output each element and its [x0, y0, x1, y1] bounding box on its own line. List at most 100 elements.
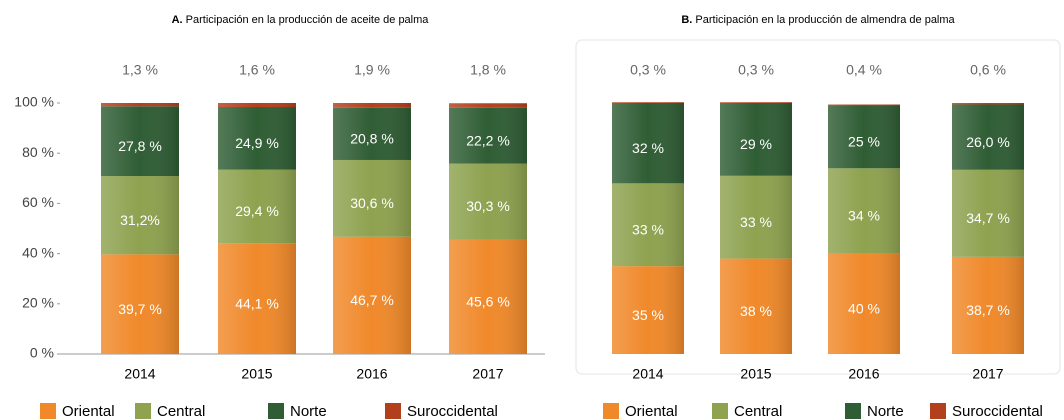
bar-shade [952, 104, 1024, 170]
bar-shade [612, 103, 684, 184]
bar-shade [828, 104, 900, 106]
title-text: Participación en la producción de aceite… [186, 14, 430, 26]
data-label: 46,7 % [350, 292, 394, 308]
bar-shade [720, 175, 792, 259]
x-tick-label: 2014 [632, 366, 663, 382]
data-label: 0,3 % [630, 62, 666, 78]
data-label: 1,3 % [122, 62, 158, 78]
data-label: 22,2 % [466, 132, 510, 148]
bar-shade [333, 107, 411, 160]
data-label: 33 % [632, 221, 664, 237]
data-label: 35 % [632, 307, 664, 323]
bar-shade [828, 168, 900, 254]
bar-shade [101, 103, 179, 107]
legend-swatch [135, 403, 151, 419]
bar-shade [218, 169, 296, 244]
data-label: 24,9 % [235, 135, 279, 151]
data-label: 20,8 % [350, 131, 394, 147]
bar-shade [952, 256, 1024, 354]
legend-swatch [930, 403, 946, 419]
legend-swatch [845, 403, 861, 419]
x-tick-label: 2016 [848, 366, 879, 382]
x-tick-label: 2016 [356, 366, 387, 382]
bar-shade [449, 163, 527, 240]
data-label: 45,6 % [466, 293, 510, 309]
x-tick-label: 2017 [472, 366, 503, 382]
data-label: 25 % [848, 134, 880, 150]
data-label: 29 % [740, 136, 772, 152]
y-tick-label: 0 % [30, 345, 54, 361]
legend-label: Suroccidental [952, 403, 1043, 420]
data-label: 34,7 % [966, 210, 1010, 226]
chart-title: B. Participación en la producción de alm… [681, 14, 955, 26]
data-label: 27,8 % [118, 138, 162, 154]
x-tick-label: 2015 [740, 366, 771, 382]
bar-shade [333, 236, 411, 354]
bar-shade [218, 243, 296, 354]
bar-shade [828, 253, 900, 354]
data-label: 0,4 % [846, 62, 882, 78]
legend-label: Oriental [62, 403, 115, 420]
y-tick-label: 60 % [22, 194, 54, 210]
legend-label: Norte [867, 403, 904, 420]
legend-swatch [268, 403, 284, 419]
y-tick-label: 80 % [22, 144, 54, 160]
data-label: 1,8 % [470, 62, 506, 78]
bar-shade [720, 103, 792, 176]
data-label: 26,0 % [966, 134, 1010, 150]
data-label: 44,1 % [235, 295, 279, 311]
bar-shade [101, 176, 179, 255]
legend-swatch [40, 403, 56, 419]
data-label: 33 % [740, 214, 772, 230]
data-label: 40 % [848, 301, 880, 317]
data-label: 0,3 % [738, 62, 774, 78]
data-label: 39,7 % [118, 301, 162, 317]
data-label: 32 % [632, 140, 664, 156]
bar-shade [449, 103, 527, 108]
y-tick-label: 20 % [22, 295, 54, 311]
data-label: 1,6 % [239, 62, 275, 78]
data-label: 0,6 % [970, 62, 1006, 78]
data-label: 38 % [740, 303, 772, 319]
panel-label: A. [172, 14, 183, 26]
data-label: 29,4 % [235, 203, 279, 219]
bar-shade [612, 266, 684, 354]
bar-shade [333, 159, 411, 237]
x-tick-label: 2017 [972, 366, 1003, 382]
legend-label: Central [734, 403, 782, 420]
chart-title: A. Participación en la producción de ace… [172, 14, 430, 26]
bar-shade [612, 183, 684, 267]
x-tick-label: 2014 [124, 366, 155, 382]
data-label: 31,2% [120, 212, 160, 228]
bar-shade [612, 102, 684, 103]
bar-shade [720, 258, 792, 354]
x-tick-label: 2015 [241, 366, 272, 382]
bar-shade [720, 102, 792, 103]
y-tick-label: 100 % [14, 94, 54, 110]
legend-swatch [603, 403, 619, 419]
panel-frame [575, 39, 1061, 375]
data-label: 30,6 % [350, 195, 394, 211]
bar-shade [449, 239, 527, 354]
legend-label: Norte [290, 403, 327, 420]
panel-label: B. [681, 14, 692, 26]
data-label: 30,3 % [466, 198, 510, 214]
data-label: 38,7 % [966, 302, 1010, 318]
data-label: 34 % [848, 208, 880, 224]
legend-swatch [385, 403, 401, 419]
bar-shade [952, 169, 1024, 257]
legend-swatch [712, 403, 728, 419]
y-tick-label: 40 % [22, 244, 54, 260]
bar-shade [449, 107, 527, 164]
bar-shade [333, 103, 411, 108]
legend-label: Suroccidental [407, 403, 498, 420]
data-label: 1,9 % [354, 62, 390, 78]
legend-label: Oriental [625, 403, 678, 420]
bar-shade [828, 105, 900, 169]
bar-shade [101, 106, 179, 177]
bar-shade [218, 103, 296, 108]
title-text: Participación en la producción de almend… [695, 14, 955, 26]
bar-shade [101, 254, 179, 354]
bar-shade [218, 107, 296, 170]
